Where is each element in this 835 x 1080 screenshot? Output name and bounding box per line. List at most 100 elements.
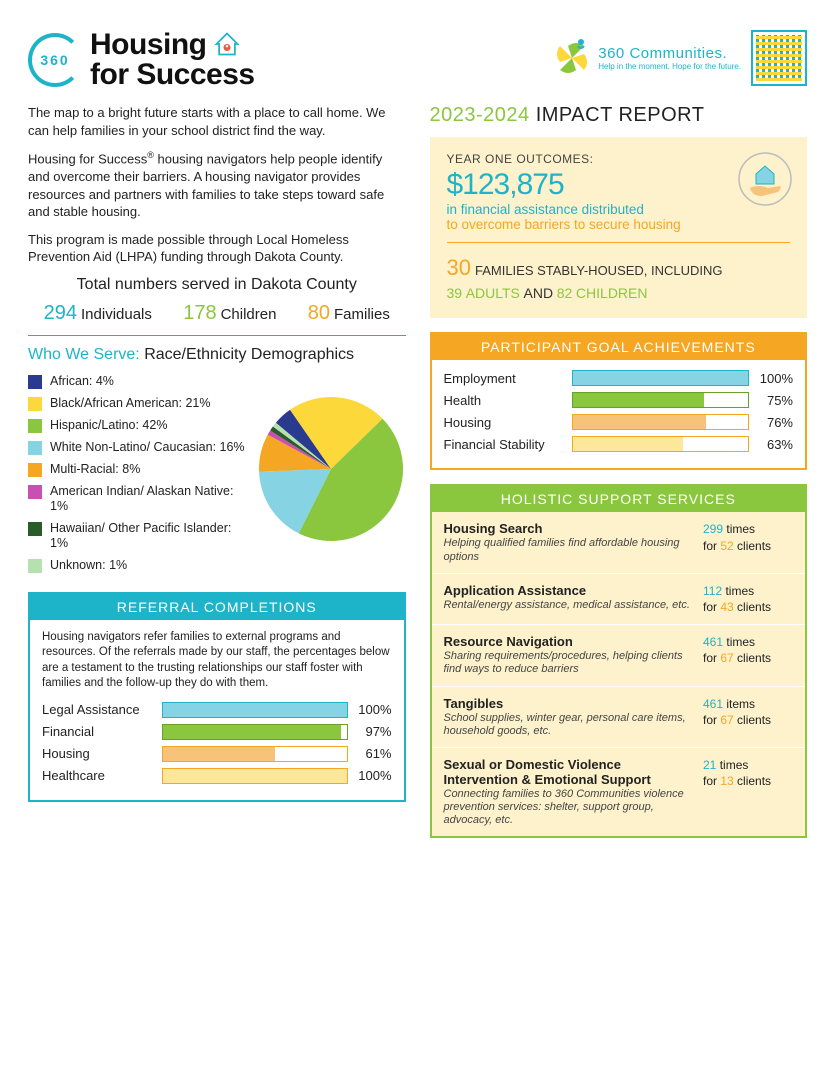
services-box: HOLISTIC SUPPORT SERVICES Housing Search… bbox=[430, 484, 808, 838]
bar-row: Legal Assistance 100% bbox=[42, 702, 392, 718]
legend-row: African: 4% bbox=[28, 374, 248, 389]
service-stats: 461 timesfor 67 clients bbox=[703, 634, 793, 676]
service-row: Tangibles School supplies, winter gear, … bbox=[432, 687, 806, 748]
legend-row: American Indian/ Alaskan Native: 1% bbox=[28, 484, 248, 514]
bar-row: Housing 61% bbox=[42, 746, 392, 762]
bar-label: Financial Stability bbox=[444, 437, 572, 452]
service-stats: 299 timesfor 52 clients bbox=[703, 521, 793, 563]
outcomes-line2: to overcome barriers to secure housing bbox=[447, 217, 791, 232]
legend-swatch bbox=[28, 559, 42, 573]
bar-track bbox=[572, 414, 750, 430]
service-name: Tangibles bbox=[444, 696, 694, 711]
bar-fill bbox=[573, 393, 705, 407]
service-stats: 461 itemsfor 67 clients bbox=[703, 696, 793, 738]
bar-row: Financial Stability 63% bbox=[444, 436, 794, 452]
bar-track bbox=[162, 724, 348, 740]
referrals-title: REFERRAL COMPLETIONS bbox=[30, 594, 404, 620]
legend-swatch bbox=[28, 419, 42, 433]
services-list: Housing Search Helping qualified familie… bbox=[432, 512, 806, 836]
bar-label: Financial bbox=[42, 724, 162, 739]
service-desc: Connecting families to 360 Communities v… bbox=[444, 788, 694, 828]
bar-fill bbox=[163, 747, 275, 761]
legend-swatch bbox=[28, 522, 42, 536]
intro-text: The map to a bright future starts with a… bbox=[28, 104, 406, 266]
org-branding: 360 Communities. Help in the moment. Hop… bbox=[552, 30, 807, 86]
header: 360 Housing for Success 360 Communities bbox=[28, 30, 807, 90]
bar-label: Housing bbox=[444, 415, 572, 430]
referral-bars: Legal Assistance 100% Financial 97% Hous… bbox=[42, 702, 392, 784]
served-title: Total numbers served in Dakota County bbox=[28, 276, 406, 294]
goal-bars: Employment 100% Health 75% Housing 76% F… bbox=[444, 370, 794, 452]
service-row: Application Assistance Rental/energy ass… bbox=[432, 574, 806, 625]
bar-label: Housing bbox=[42, 746, 162, 761]
bar-fill bbox=[163, 725, 341, 739]
bar-label: Employment bbox=[444, 371, 572, 386]
referrals-desc: Housing navigators refer families to ext… bbox=[42, 630, 392, 692]
bar-label: Healthcare bbox=[42, 768, 162, 783]
hand-house-icon bbox=[738, 152, 792, 206]
bar-pct: 100% bbox=[348, 702, 392, 717]
outcomes-families: 30FAMILIES STABLY-HOUSED, INCLUDING 39 A… bbox=[447, 253, 791, 303]
bar-fill bbox=[163, 769, 347, 783]
legend-swatch bbox=[28, 485, 42, 499]
service-name: Sexual or Domestic Violence Intervention… bbox=[444, 757, 694, 787]
legend-swatch bbox=[28, 463, 42, 477]
legend-row: White Non-Latino/ Caucasian: 16% bbox=[28, 440, 248, 455]
demographics: African: 4% Black/African American: 21% Hi… bbox=[28, 374, 406, 580]
house-icon bbox=[213, 30, 241, 60]
served-stats: 294Individuals178Children80Families bbox=[28, 302, 406, 325]
bar-fill bbox=[573, 371, 749, 385]
bar-track bbox=[162, 768, 348, 784]
bar-fill bbox=[573, 415, 706, 429]
legend-row: Black/African American: 21% bbox=[28, 396, 248, 411]
bar-row: Healthcare 100% bbox=[42, 768, 392, 784]
bar-track bbox=[572, 392, 750, 408]
right-column: 2023-2024 IMPACT REPORT YEAR ONE OUTCOME… bbox=[430, 104, 808, 838]
legend-swatch bbox=[28, 397, 42, 411]
legend-swatch bbox=[28, 375, 42, 389]
demographics-pie bbox=[256, 394, 406, 544]
brand-tagline: Help in the moment. Hope for the future. bbox=[598, 62, 741, 71]
legend-row: Hispanic/Latino: 42% bbox=[28, 418, 248, 433]
service-desc: Rental/energy assistance, medical assist… bbox=[444, 599, 694, 612]
bar-pct: 76% bbox=[749, 415, 793, 430]
bar-pct: 100% bbox=[749, 371, 793, 386]
bar-track bbox=[572, 370, 750, 386]
left-column: The map to a bright future starts with a… bbox=[28, 104, 406, 838]
referrals-box: REFERRAL COMPLETIONS Housing navigators … bbox=[28, 592, 406, 802]
served-item: 80Families bbox=[308, 302, 390, 325]
program-logo: 360 Housing for Success bbox=[28, 30, 255, 90]
bar-row: Employment 100% bbox=[444, 370, 794, 386]
bar-pct: 100% bbox=[348, 768, 392, 783]
goals-box: PARTICIPANT GOAL ACHIEVEMENTS Employment… bbox=[430, 332, 808, 470]
service-name: Resource Navigation bbox=[444, 634, 694, 649]
legend-row: Multi-Racial: 8% bbox=[28, 462, 248, 477]
bar-label: Legal Assistance bbox=[42, 702, 162, 717]
org-logo: 360 Communities. Help in the moment. Hop… bbox=[552, 38, 741, 78]
service-stats: 21 timesfor 13 clients bbox=[703, 757, 793, 828]
demographics-legend: African: 4% Black/African American: 21% Hi… bbox=[28, 374, 248, 580]
bar-row: Housing 76% bbox=[444, 414, 794, 430]
divider bbox=[28, 335, 406, 336]
title-word-2: for Success bbox=[90, 60, 255, 90]
intro-p3: This program is made possible through Lo… bbox=[28, 231, 406, 266]
service-row: Resource Navigation Sharing requirements… bbox=[432, 625, 806, 686]
bar-pct: 63% bbox=[749, 437, 793, 452]
service-row: Housing Search Helping qualified familie… bbox=[432, 512, 806, 573]
goals-title: PARTICIPANT GOAL ACHIEVEMENTS bbox=[432, 334, 806, 360]
bar-fill bbox=[163, 703, 347, 717]
logo-360-text: 360 bbox=[40, 52, 69, 68]
bar-row: Health 75% bbox=[444, 392, 794, 408]
service-desc: Helping qualified families find affordab… bbox=[444, 537, 694, 563]
qr-code bbox=[751, 30, 807, 86]
brand-name: 360 Communities. bbox=[598, 45, 741, 62]
service-desc: School supplies, winter gear, personal c… bbox=[444, 712, 694, 738]
bar-track bbox=[572, 436, 750, 452]
legend-swatch bbox=[28, 441, 42, 455]
legend-row: Hawaiian/ Other Pacific Islander: 1% bbox=[28, 521, 248, 551]
program-title: Housing for Success bbox=[90, 30, 255, 90]
legend-row: Unknown: 1% bbox=[28, 558, 248, 573]
report-title: 2023-2024 IMPACT REPORT bbox=[430, 104, 808, 127]
demographics-title: Who We Serve: Race/Ethnicity Demographic… bbox=[28, 346, 406, 364]
bar-row: Financial 97% bbox=[42, 724, 392, 740]
